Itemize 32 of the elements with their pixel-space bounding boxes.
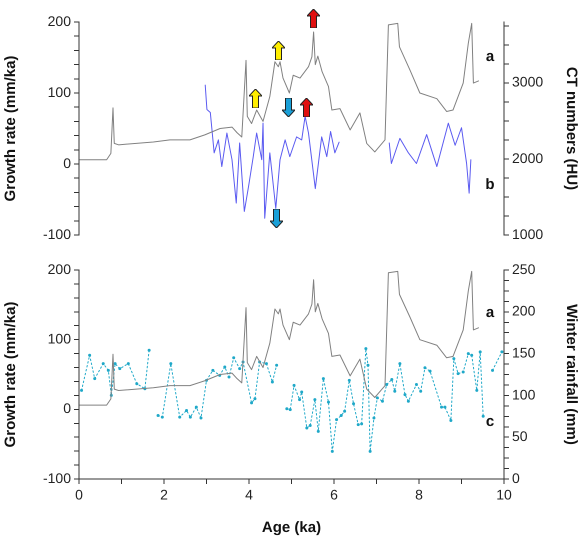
y-tick-label: -100 xyxy=(42,470,72,486)
y2-tick-label: 100 xyxy=(512,386,536,402)
annotation: a xyxy=(486,304,495,322)
y-axis-title: Growth rate (mm/ka) xyxy=(2,56,20,202)
y-tick-label: -100 xyxy=(42,226,72,242)
y2-tick-label: 200 xyxy=(512,302,536,319)
y-tick-label: 100 xyxy=(48,84,72,100)
y2-tick-label: 3000 xyxy=(512,74,544,90)
y-tick-label: 200 xyxy=(48,260,72,277)
x-tick-label: 8 xyxy=(415,486,424,502)
y-tick-label: 200 xyxy=(48,12,72,29)
x-axis-title: Age (ka) xyxy=(262,519,322,536)
x-tick-label: 0 xyxy=(75,486,84,502)
y2-axis-title: CT numbers (HU) xyxy=(562,66,580,190)
annotation: b xyxy=(485,176,495,194)
x-tick-label: 2 xyxy=(160,486,168,502)
y2-tick-label: 150 xyxy=(512,344,536,360)
y2-tick-label: 2000 xyxy=(512,150,544,166)
y2-tick-label: 50 xyxy=(512,428,528,444)
y-tick-label: 100 xyxy=(48,330,72,347)
y2-tick-label: 250 xyxy=(512,260,536,277)
y2-tick-label: 1000 xyxy=(512,226,544,242)
y2-axis-title: Winter rainfall (mm) xyxy=(562,304,580,445)
y-tick-label: 0 xyxy=(63,154,72,171)
annotation: a xyxy=(486,48,495,66)
y-tick-label: 0 xyxy=(63,400,72,416)
y2-tick-label: 0 xyxy=(512,470,520,486)
annotation: c xyxy=(486,413,494,430)
y-axis-title: Growth rate (mm/ka) xyxy=(2,302,20,448)
x-tick-label: 10 xyxy=(496,486,512,502)
x-tick-label: 4 xyxy=(245,486,254,502)
x-tick-label: 6 xyxy=(330,486,338,502)
